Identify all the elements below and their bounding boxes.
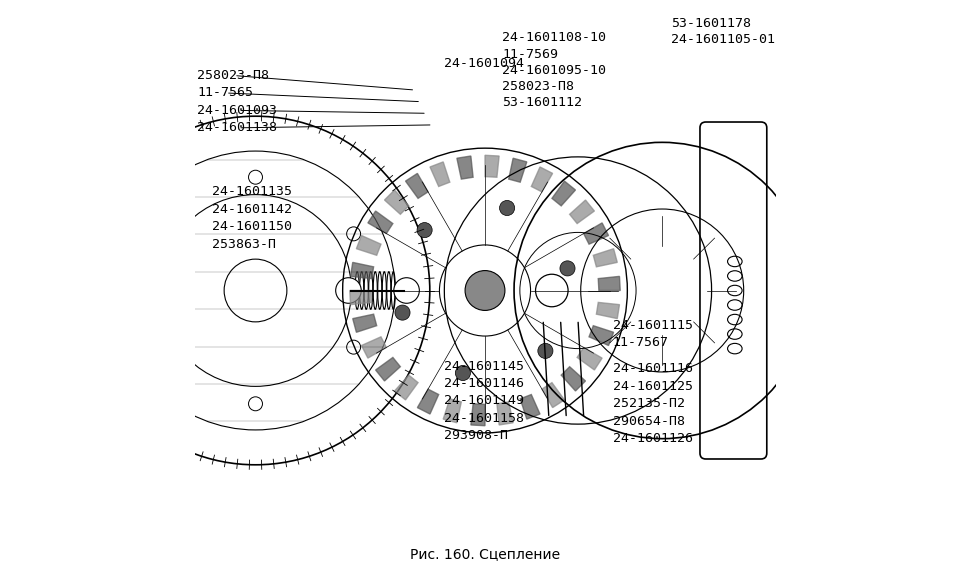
Polygon shape	[598, 277, 619, 290]
Text: 24-1601095-10: 24-1601095-10	[502, 64, 606, 77]
Polygon shape	[429, 162, 450, 187]
Text: 11-7569: 11-7569	[502, 48, 558, 60]
Polygon shape	[551, 181, 575, 206]
Circle shape	[499, 200, 515, 216]
Text: 11-7565: 11-7565	[198, 87, 253, 99]
Text: 290654-П8: 290654-П8	[612, 415, 684, 428]
Text: 293908-П: 293908-П	[444, 429, 508, 442]
Text: 24-1601105-01: 24-1601105-01	[671, 33, 774, 46]
Circle shape	[464, 271, 505, 310]
Polygon shape	[542, 383, 564, 408]
Text: 24-1601115: 24-1601115	[612, 319, 692, 332]
Polygon shape	[417, 389, 438, 414]
Text: 24-1601138: 24-1601138	[198, 121, 277, 134]
Polygon shape	[375, 357, 400, 381]
Polygon shape	[350, 263, 373, 279]
Polygon shape	[384, 190, 408, 214]
Polygon shape	[484, 155, 499, 177]
Polygon shape	[561, 367, 585, 391]
Circle shape	[394, 305, 410, 320]
Polygon shape	[531, 167, 552, 192]
Text: 258023-П8: 258023-П8	[502, 80, 574, 93]
Polygon shape	[508, 158, 526, 182]
Polygon shape	[353, 314, 376, 332]
Polygon shape	[519, 394, 540, 419]
Text: 53-1601112: 53-1601112	[502, 96, 581, 109]
Text: 24-1601135: 24-1601135	[211, 185, 292, 198]
Polygon shape	[394, 375, 418, 400]
Polygon shape	[367, 211, 392, 234]
Polygon shape	[405, 173, 427, 198]
FancyArrowPatch shape	[578, 322, 583, 415]
Polygon shape	[569, 200, 594, 224]
Text: 24-1601116: 24-1601116	[612, 363, 692, 375]
Text: 253863-П: 253863-П	[211, 238, 275, 250]
Text: Рис. 160. Сцепление: Рис. 160. Сцепление	[410, 547, 559, 561]
Polygon shape	[443, 399, 461, 423]
Circle shape	[417, 223, 432, 238]
Text: 24-1601146: 24-1601146	[444, 377, 524, 390]
Text: 24-1601094: 24-1601094	[444, 58, 524, 70]
Text: 24-1601093: 24-1601093	[198, 104, 277, 117]
Text: 24-1601158: 24-1601158	[444, 412, 524, 425]
Polygon shape	[496, 402, 513, 425]
Text: 53-1601178: 53-1601178	[671, 17, 750, 30]
FancyArrowPatch shape	[543, 322, 548, 415]
Polygon shape	[596, 302, 619, 318]
Polygon shape	[350, 290, 371, 304]
Polygon shape	[588, 326, 613, 346]
Text: 24-1601150: 24-1601150	[211, 220, 292, 233]
Circle shape	[335, 278, 360, 303]
Polygon shape	[470, 404, 484, 426]
FancyArrowPatch shape	[560, 322, 566, 415]
Polygon shape	[583, 223, 608, 244]
Polygon shape	[356, 235, 381, 255]
Text: 24-1601149: 24-1601149	[444, 394, 524, 407]
Text: 24-1601145: 24-1601145	[444, 360, 524, 372]
Text: 252135-П2: 252135-П2	[612, 397, 684, 410]
Circle shape	[559, 261, 575, 276]
Polygon shape	[361, 337, 386, 358]
Text: 24-1601126: 24-1601126	[612, 432, 692, 445]
Text: 24-1601142: 24-1601142	[211, 203, 292, 216]
Circle shape	[454, 365, 470, 381]
Polygon shape	[577, 347, 602, 370]
Polygon shape	[593, 249, 616, 267]
Text: 11-7567: 11-7567	[612, 336, 669, 349]
Circle shape	[393, 278, 419, 303]
Text: 24-1601108-10: 24-1601108-10	[502, 31, 606, 44]
Text: 258023-П8: 258023-П8	[198, 69, 269, 82]
Polygon shape	[456, 156, 473, 179]
Text: 24-1601125: 24-1601125	[612, 380, 692, 393]
Circle shape	[537, 343, 552, 358]
